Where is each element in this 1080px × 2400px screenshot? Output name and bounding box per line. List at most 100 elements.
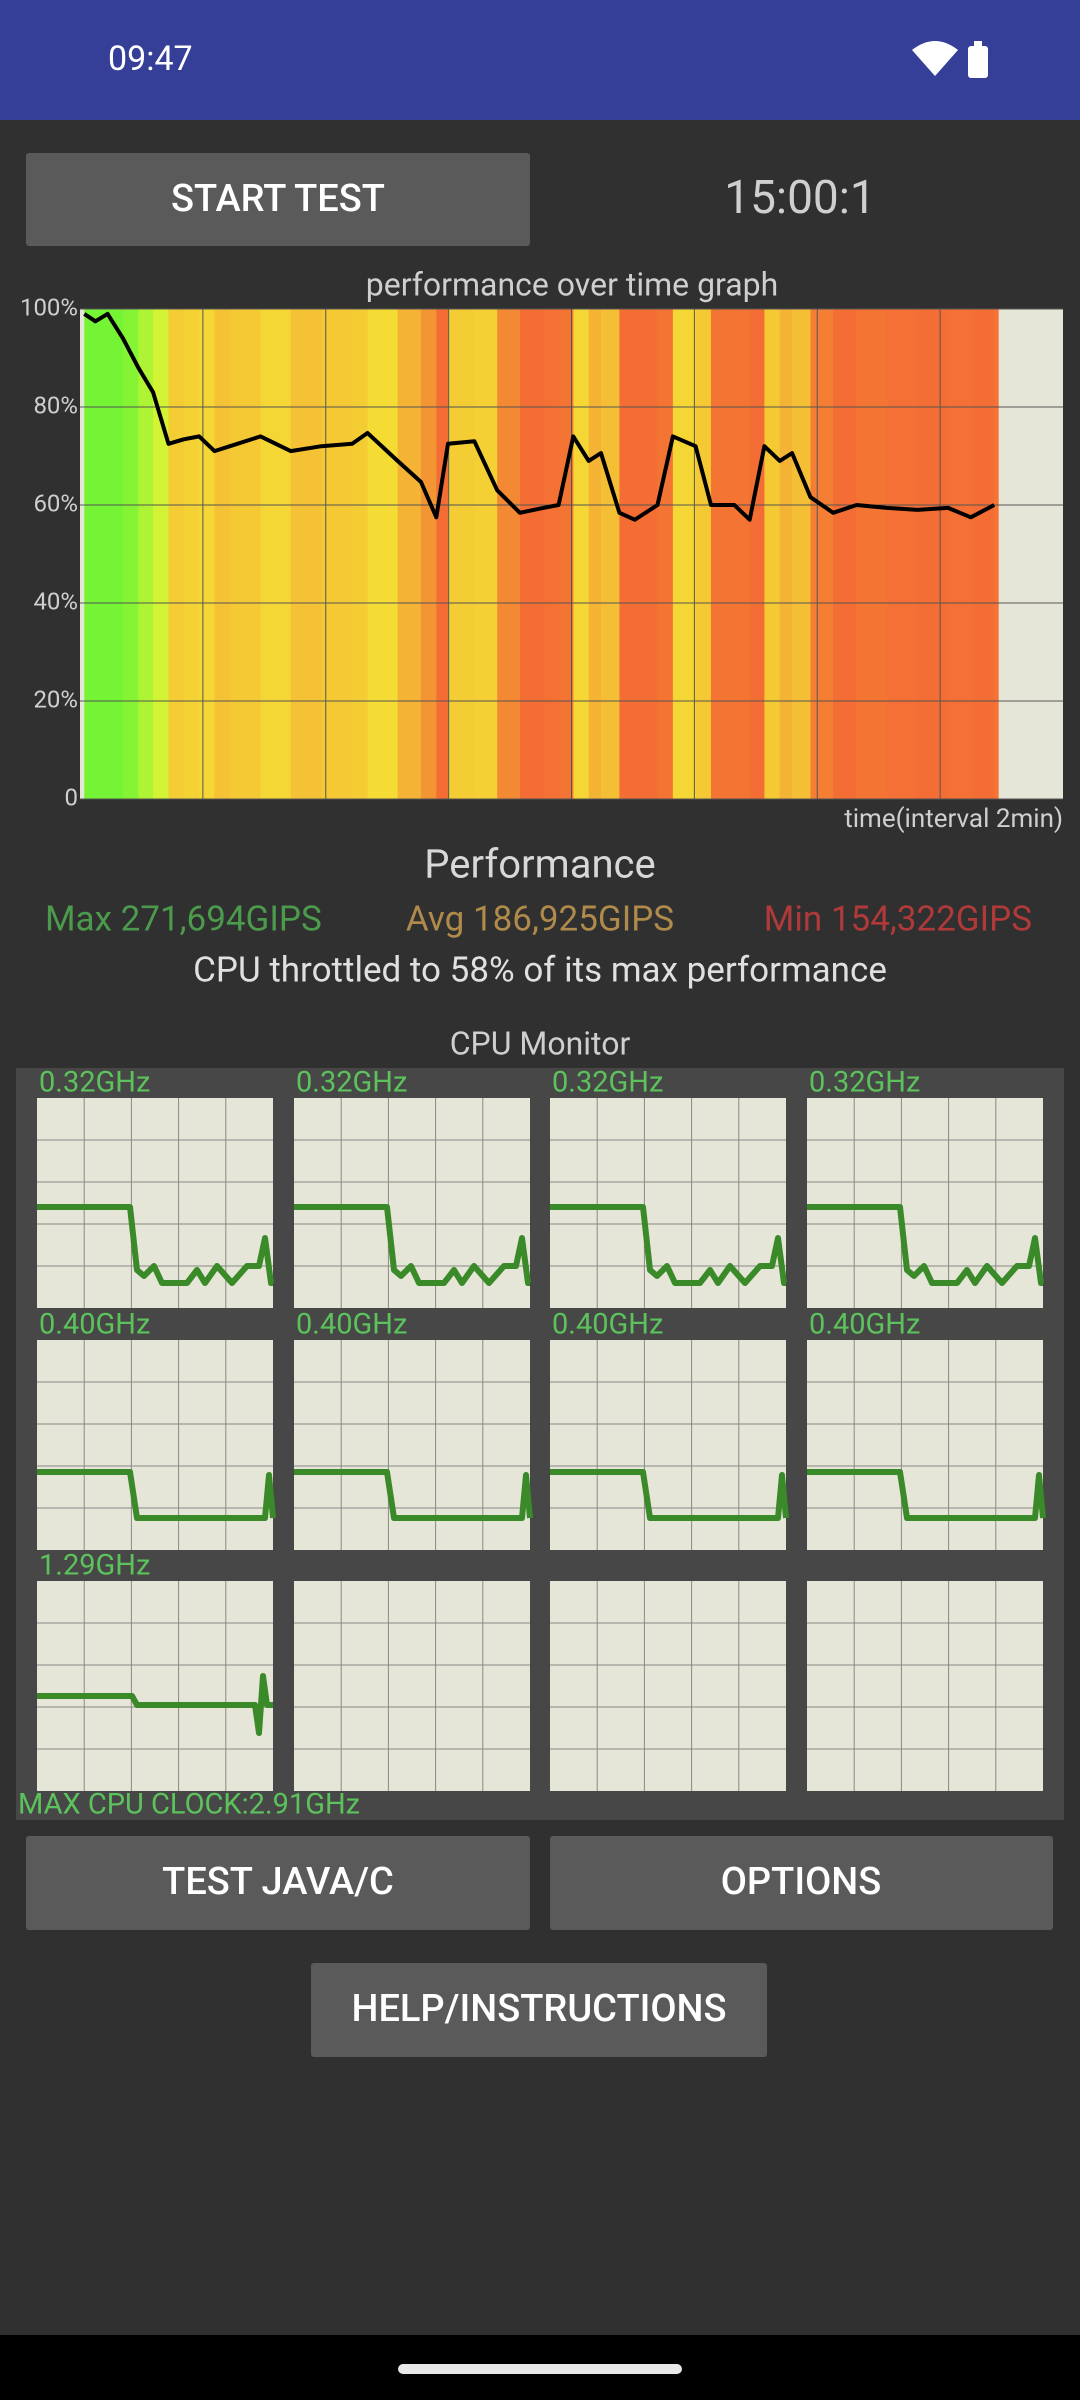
performance-stripe bbox=[588, 309, 602, 799]
x-axis-label: time(interval 2min) bbox=[844, 804, 1063, 834]
cpu-frequency: 0.40GHz bbox=[39, 1308, 150, 1342]
performance-stripe bbox=[948, 309, 972, 799]
cpu-frequency: 0.32GHz bbox=[552, 1066, 663, 1100]
cpu-frequency-trace bbox=[550, 1469, 789, 1521]
performance-stripe bbox=[792, 309, 811, 799]
throttle-summary: CPU throttled to 58% of its max performa… bbox=[193, 949, 887, 990]
cpu-frequency-trace bbox=[294, 1204, 531, 1286]
timer: 15:00:1 bbox=[724, 171, 876, 225]
performance-stripe bbox=[107, 309, 124, 799]
performance-title: Performance bbox=[424, 841, 655, 888]
y-tick-label: 0 bbox=[65, 783, 79, 811]
performance-stripe bbox=[229, 309, 262, 799]
performance-stripe bbox=[84, 309, 96, 799]
performance-stripe bbox=[420, 309, 437, 799]
min-performance: Min 154,322GIPS bbox=[764, 898, 1032, 939]
performance-stripe bbox=[917, 309, 949, 799]
performance-line bbox=[83, 311, 996, 522]
performance-stripe bbox=[810, 309, 834, 799]
performance-stripe bbox=[199, 309, 216, 799]
performance-stripe bbox=[695, 309, 712, 799]
help-button[interactable] bbox=[311, 1963, 767, 2057]
cpu-graph bbox=[294, 1581, 530, 1791]
performance-stripe bbox=[123, 309, 139, 799]
performance-stripe bbox=[321, 309, 353, 799]
performance-stripe bbox=[397, 309, 422, 799]
cpu-frequency-trace bbox=[37, 1673, 273, 1736]
performance-stripe bbox=[153, 309, 169, 799]
performance-stripe bbox=[497, 309, 521, 799]
performance-stripe bbox=[886, 309, 918, 799]
cpu-graph bbox=[807, 1581, 1043, 1791]
status-bar bbox=[0, 0, 1080, 120]
performance-stripe bbox=[183, 309, 200, 799]
performance-stripe bbox=[749, 309, 765, 799]
cpu-frequency-trace bbox=[807, 1204, 1044, 1286]
cpu-graph bbox=[37, 1581, 273, 1791]
performance-stripe bbox=[474, 309, 498, 799]
help-label[interactable]: HELP/INSTRUCTIONS bbox=[351, 1987, 726, 2031]
performance-stripe bbox=[619, 309, 636, 799]
performance-stripe bbox=[95, 309, 109, 799]
cpu-frequency-trace bbox=[550, 1204, 787, 1286]
performance-stripe bbox=[519, 309, 544, 799]
y-tick-label: 20% bbox=[33, 685, 78, 713]
performance-stripe bbox=[970, 309, 995, 799]
options-label[interactable]: OPTIONS bbox=[721, 1860, 882, 1904]
options-button[interactable] bbox=[550, 1836, 1053, 1930]
cpu-frequency: 0.40GHz bbox=[809, 1308, 920, 1342]
performance-stripe bbox=[367, 309, 399, 799]
performance-stripe bbox=[856, 309, 888, 799]
chart-title: performance over time graph bbox=[366, 265, 779, 303]
cpu-frequency-trace bbox=[294, 1469, 533, 1521]
performance-stripe bbox=[672, 309, 697, 799]
performance-stripe bbox=[657, 309, 674, 799]
clock: 09:47 bbox=[108, 39, 193, 79]
performance-stripe bbox=[764, 309, 781, 799]
battery-icon bbox=[968, 46, 988, 78]
cpu-frequency: 0.32GHz bbox=[39, 1066, 150, 1100]
performance-stripe bbox=[994, 309, 999, 799]
performance-stripe bbox=[573, 309, 590, 799]
performance-stripe bbox=[290, 309, 322, 799]
performance-stripe bbox=[436, 309, 449, 799]
cpu-frequency: 0.40GHz bbox=[552, 1308, 663, 1342]
y-tick-label: 80% bbox=[33, 391, 78, 419]
performance-stripe bbox=[833, 309, 858, 799]
y-tick-label: 100% bbox=[20, 293, 78, 321]
performance-stripe bbox=[168, 309, 185, 799]
performance-stripe bbox=[634, 309, 659, 799]
battery-tip bbox=[974, 41, 982, 47]
wifi-icon bbox=[912, 41, 958, 76]
start-test-button[interactable] bbox=[26, 153, 530, 246]
test-java-label[interactable]: TEST JAVA/C bbox=[162, 1860, 394, 1904]
performance-stripe bbox=[260, 309, 292, 799]
cpu-frequency: 0.32GHz bbox=[296, 1066, 407, 1100]
avg-performance: Avg 186,925GIPS bbox=[406, 898, 674, 939]
cpu-frequency: 0.32GHz bbox=[809, 1066, 920, 1100]
cpu-monitor-title: CPU Monitor bbox=[450, 1024, 631, 1062]
y-tick-label: 40% bbox=[33, 587, 78, 615]
performance-stripe bbox=[448, 309, 475, 799]
performance-stripe bbox=[779, 309, 793, 799]
cpu-frequency-trace bbox=[37, 1204, 274, 1286]
performance-stripe bbox=[352, 309, 369, 799]
performance-stripe bbox=[710, 309, 735, 799]
home-pill[interactable] bbox=[398, 2364, 682, 2374]
performance-stripe bbox=[600, 309, 620, 799]
performance-stripe bbox=[214, 309, 231, 799]
cpu-frequency: 0.40GHz bbox=[296, 1308, 407, 1342]
y-tick-label: 60% bbox=[33, 489, 78, 517]
cpu-frequency: 1.29GHz bbox=[39, 1549, 150, 1583]
start-test-label[interactable]: START TEST bbox=[171, 177, 385, 221]
max-cpu-clock: MAX CPU CLOCK:2.91GHz bbox=[18, 1788, 360, 1822]
performance-stripe bbox=[138, 309, 154, 799]
performance-stripe bbox=[558, 309, 574, 799]
cpu-graph bbox=[550, 1581, 786, 1791]
performance-stripe bbox=[734, 309, 751, 799]
performance-stripe bbox=[543, 309, 560, 799]
test-java-button[interactable] bbox=[26, 1836, 530, 1930]
max-performance: Max 271,694GIPS bbox=[45, 898, 322, 939]
